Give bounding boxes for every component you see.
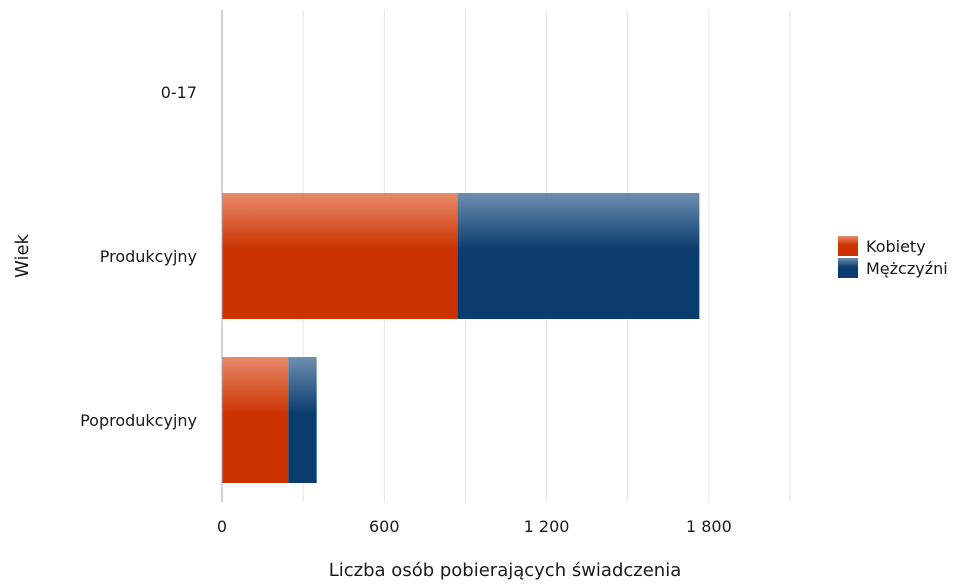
category-labels: 0-17 Produkcyjny Poprodukcyjny <box>80 83 197 430</box>
category-label: Produkcyjny <box>100 247 197 266</box>
bar-poprodukcyjny-mezczyzni <box>288 357 317 483</box>
x-tick-label: 1 800 <box>686 517 732 536</box>
x-tick-label: 0 <box>217 517 227 536</box>
category-label: Poprodukcyjny <box>80 411 197 430</box>
bar-poprodukcyjny-kobiety <box>222 357 289 483</box>
bars <box>222 193 700 483</box>
y-axis-title: Wiek <box>12 233 33 277</box>
x-tick-label: 1 200 <box>524 517 570 536</box>
legend-swatch <box>838 258 858 278</box>
legend-label: Kobiety <box>866 237 926 256</box>
bar-produkcyjny-kobiety <box>222 193 458 319</box>
x-tick-labels: 0 600 1 200 1 800 <box>217 517 732 536</box>
legend: Kobiety Mężczyźni <box>838 236 948 278</box>
legend-label: Mężczyźni <box>866 259 948 278</box>
x-axis-title: Liczba osób pobierających świadczenia <box>329 560 682 581</box>
x-tick-label: 600 <box>369 517 400 536</box>
legend-swatch <box>838 236 858 256</box>
bar-produkcyjny-mezczyzni <box>457 193 700 319</box>
category-label: 0-17 <box>161 83 197 102</box>
